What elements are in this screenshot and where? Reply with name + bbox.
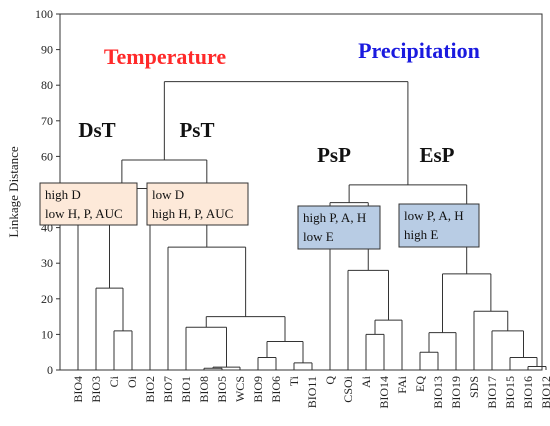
leaf-label: BIO6: [269, 376, 283, 403]
y-tick-label: 0: [47, 363, 53, 377]
box-psp: high P, A, H low E: [297, 205, 381, 250]
box-pst-background: [146, 182, 249, 226]
box-esp-line1: low P, A, H: [404, 208, 464, 223]
y-tick-label: 30: [41, 256, 53, 270]
leaf-label: EQ: [413, 376, 427, 392]
box-esp: low P, A, H high E: [398, 203, 480, 248]
leaf-label: BIO17: [485, 376, 499, 409]
leaf-label: BIO4: [71, 376, 85, 403]
leaf-label: SDS: [467, 376, 481, 398]
leaf-label: CSOi: [341, 375, 355, 402]
box-psp-line1: high P, A, H: [303, 210, 366, 225]
leaf-label: BIO14: [377, 376, 391, 409]
box-dst-background: [39, 182, 138, 226]
y-tick-label: 80: [41, 78, 53, 92]
box-pst-line2: high H, P, AUC: [152, 206, 233, 221]
y-tick-label: 100: [35, 7, 53, 21]
leaf-label: BIO5: [215, 376, 229, 403]
y-tick-label: 60: [41, 149, 53, 163]
box-esp-line2: high E: [404, 227, 438, 242]
leaf-label: Q: [323, 376, 337, 385]
leaf-label: BIO19: [449, 376, 463, 409]
leaf-label: BIO3: [89, 376, 103, 403]
leaf-label: BIO16: [521, 376, 535, 409]
leaf-label: BIO13: [431, 376, 445, 409]
leaf-label: BIO8: [197, 376, 211, 403]
precipitation-title: Precipitation: [358, 38, 480, 63]
leaf-label: FAi: [395, 375, 409, 393]
leaf-label: BIO15: [503, 376, 517, 409]
y-tick-label: 20: [41, 292, 53, 306]
leaf-label: Ci: [107, 375, 121, 387]
y-axis-label: Linkage Distance: [6, 146, 21, 238]
y-tick-label: 90: [41, 43, 53, 57]
box-esp-background: [398, 203, 480, 248]
cluster-label-dst: DsT: [78, 118, 115, 142]
box-dst-line2: low H, P, AUC: [45, 206, 123, 221]
leaf-label: BIO2: [143, 376, 157, 403]
leaf-label: BIO1: [179, 376, 193, 403]
box-dst-line1: high D: [45, 187, 81, 202]
cluster-label-pst: PsT: [179, 118, 214, 142]
leaf-label: Oi: [125, 375, 139, 388]
box-pst: low D high H, P, AUC: [146, 182, 249, 226]
cluster-label-esp: EsP: [419, 143, 454, 167]
leaf-label: BIO9: [251, 376, 265, 403]
leaf-labels: BIO4 BIO3 Ci Oi BIO2 BIO7 BIO1 BIO8 BIO5 WCS BIO9 B…: [71, 375, 550, 408]
leaf-label: BIO7: [161, 376, 175, 403]
leaf-label: Ai: [359, 375, 373, 388]
y-tick-label: 10: [41, 327, 53, 341]
box-pst-line1: low D: [152, 187, 184, 202]
leaf-label: BIO12: [539, 376, 550, 409]
leaf-label: WCS: [233, 376, 247, 402]
box-psp-line2: low E: [303, 229, 334, 244]
box-psp-background: [297, 205, 381, 250]
y-tick-label: 70: [41, 114, 53, 128]
temperature-title: Temperature: [104, 44, 226, 69]
leaf-label: Ti: [287, 375, 301, 386]
box-dst: high D low H, P, AUC: [39, 182, 138, 226]
cluster-label-psp: PsP: [317, 143, 351, 167]
leaf-label: BIO11: [305, 376, 319, 408]
